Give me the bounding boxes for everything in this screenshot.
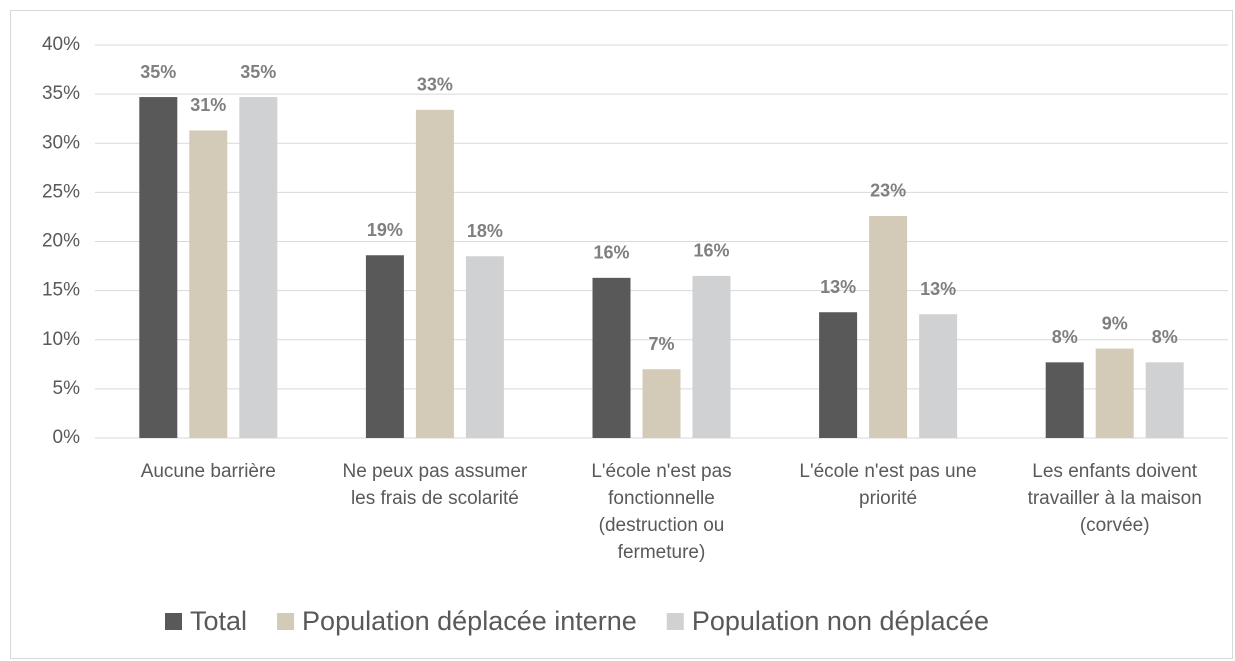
y-tick-label: 15% — [42, 280, 80, 301]
y-tick-label: 20% — [42, 231, 80, 252]
bar — [239, 97, 278, 438]
legend-label: Population déplacée interne — [302, 606, 637, 636]
bar — [1145, 362, 1184, 438]
data-label: 9% — [1102, 313, 1128, 333]
y-tick-label: 35% — [42, 83, 80, 104]
data-label: 8% — [1152, 327, 1178, 347]
data-label: 7% — [648, 334, 674, 354]
data-label: 35% — [140, 62, 176, 82]
legend-swatch — [277, 613, 295, 630]
bar — [1045, 362, 1084, 438]
bar — [869, 215, 908, 438]
data-label: 8% — [1052, 327, 1078, 347]
data-label: 16% — [593, 243, 629, 263]
data-label: 31% — [190, 95, 226, 115]
y-tick-label: 25% — [42, 181, 80, 202]
legend-label: Total — [190, 606, 247, 636]
bar — [819, 312, 858, 438]
legend-swatch — [666, 613, 684, 630]
y-tick-label: 30% — [42, 132, 80, 153]
bar — [415, 109, 454, 438]
x-tick-label: Ne peux pas assumer les frais de scolari… — [342, 461, 528, 509]
bar — [592, 277, 631, 438]
bar — [189, 130, 228, 439]
legend-swatch — [165, 613, 182, 630]
data-label: 18% — [467, 221, 503, 241]
y-tick-label: 10% — [42, 329, 80, 350]
x-tick-label: L'école n'est pas fonctionnelle (destruc… — [591, 461, 732, 563]
data-label: 23% — [870, 181, 906, 201]
data-label: 35% — [240, 62, 276, 82]
data-label: 33% — [417, 75, 453, 95]
data-label: 16% — [693, 241, 729, 261]
data-label: 13% — [820, 277, 856, 297]
bar — [642, 369, 681, 438]
x-tick-label: L'école n'est pas une priorité — [799, 461, 977, 509]
bar — [365, 255, 404, 438]
y-tick-label: 0% — [53, 427, 81, 448]
data-label: 13% — [920, 279, 956, 299]
bar — [919, 314, 958, 438]
legend-label: Population non déplacée — [692, 606, 989, 636]
data-label: 19% — [367, 220, 403, 240]
y-tick-label: 40% — [42, 34, 80, 55]
x-tick-label: Les enfants doivent travailler à la mais… — [1027, 461, 1202, 536]
bar — [139, 97, 178, 438]
bar — [465, 256, 504, 438]
x-tick-label: Aucune barrière — [140, 461, 276, 482]
bar — [1095, 348, 1134, 438]
bar — [692, 275, 731, 438]
y-tick-label: 5% — [53, 378, 81, 399]
